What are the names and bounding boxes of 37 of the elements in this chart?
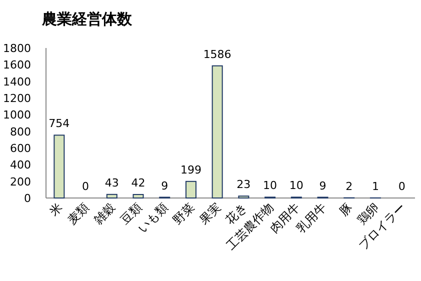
y-tick-label: 1000 [3, 108, 31, 122]
bar [212, 65, 223, 198]
data-label: 10 [263, 179, 278, 192]
data-label: 199 [180, 163, 202, 176]
data-label: 0 [398, 180, 406, 193]
x-tick-label: 豆類 [118, 200, 144, 228]
y-tick-label: 1600 [3, 58, 31, 72]
data-label: 2 [346, 180, 353, 193]
data-label: 9 [161, 179, 168, 192]
chart-title: 農業経営体数 [41, 10, 133, 28]
data-label: 23 [236, 178, 251, 192]
x-tick-label: 野菜 [170, 200, 198, 228]
bar [185, 180, 196, 198]
x-tick-label: 果実 [196, 200, 224, 228]
data-label: 10 [289, 179, 304, 192]
x-tick-label: 麦類 [64, 200, 92, 228]
data-label: 1 [372, 180, 379, 193]
bar [106, 194, 118, 198]
y-tick-label: 1400 [3, 75, 31, 88]
y-tick-label: 600 [10, 142, 31, 155]
y-tick-label: 1200 [3, 92, 31, 105]
x-tick-label: 米 [46, 200, 66, 219]
y-tick-label: 1800 [3, 42, 31, 55]
bar [54, 134, 65, 198]
y-tick-label: 800 [10, 125, 31, 138]
y-tick-label: 200 [10, 175, 31, 188]
data-label: 1586 [203, 48, 232, 61]
y-tick-label: 400 [10, 158, 31, 172]
data-label: 9 [319, 179, 326, 192]
x-tick-label: 雑穀 [91, 200, 118, 228]
data-label: 43 [104, 176, 119, 190]
data-label: 0 [82, 180, 90, 193]
y-tick-label: 0 [24, 192, 31, 205]
x-tick-label: 豚 [336, 200, 356, 219]
data-label: 42 [131, 176, 146, 190]
data-label: 754 [48, 117, 70, 130]
bar [132, 194, 144, 198]
